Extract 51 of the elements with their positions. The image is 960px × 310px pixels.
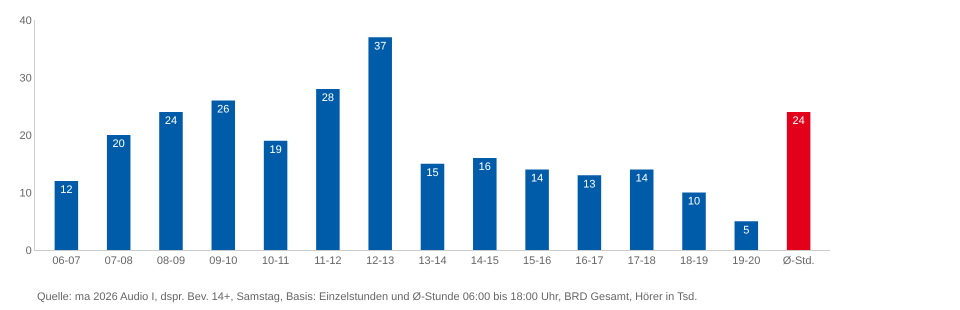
x-tick-label: 14-15 [470, 255, 499, 268]
source-note: Quelle: ma 2026 Audio I, dspr. Bev. 14+, Samstag, Basis: Einzelstunden und Ø-Stunde 06:00 bis 18:00 Uhr, BRD Gesamt, Hörer in Tsd. [37, 291, 698, 303]
bar [316, 89, 340, 250]
x-tick-label: 15-16 [523, 255, 552, 268]
y-tick-label: 0 [26, 244, 32, 257]
bar [630, 170, 654, 250]
x-tick-label: 16-17 [575, 255, 604, 268]
x-tick-label: 12-13 [366, 255, 394, 268]
data-label: 24 [164, 115, 178, 127]
x-tick-label: 18-19 [680, 255, 708, 268]
bar [212, 100, 236, 250]
y-tick-label: 20 [20, 130, 32, 142]
data-label: 12 [60, 184, 73, 196]
y-tick-label: 30 [20, 72, 32, 84]
bar [54, 181, 78, 250]
bar [578, 175, 602, 250]
x-tick-label: 10-11 [262, 255, 290, 268]
bar [734, 221, 758, 250]
x-tick-label: 11-12 [314, 255, 342, 268]
bar [264, 140, 288, 250]
x-tick-label: 17-18 [628, 255, 656, 268]
data-label: 37 [374, 40, 386, 52]
data-label: 10 [688, 196, 700, 208]
data-label: 15 [426, 166, 439, 179]
bar [525, 170, 549, 250]
x-tick-label: 07-08 [104, 255, 133, 268]
bar [106, 135, 130, 250]
data-label: 14 [530, 172, 544, 184]
x-tick-label: 13-14 [418, 255, 447, 268]
bar [159, 112, 183, 250]
bar [786, 112, 810, 250]
bar [682, 192, 706, 250]
y-tick-label: 40 [20, 14, 32, 27]
bar [473, 158, 497, 250]
x-tick-label: 08-09 [156, 255, 186, 268]
data-label: 19 [269, 144, 282, 156]
x-tick-label: 19-20 [732, 255, 760, 268]
data-label: 13 [583, 178, 596, 190]
data-label: 5 [743, 224, 750, 236]
data-label: 14 [636, 172, 648, 184]
bar [420, 164, 444, 250]
y-tick-label: 10 [20, 187, 32, 200]
data-label: 26 [217, 104, 230, 116]
data-label: 24 [792, 115, 805, 127]
data-label: 20 [112, 138, 125, 150]
x-tick-label: 09-10 [209, 255, 238, 268]
data-label: 16 [478, 161, 491, 173]
bar [368, 37, 392, 250]
x-tick-label: Ø-Std. [782, 255, 815, 268]
x-tick-label: 06-07 [52, 255, 80, 268]
data-label: 28 [322, 92, 334, 104]
